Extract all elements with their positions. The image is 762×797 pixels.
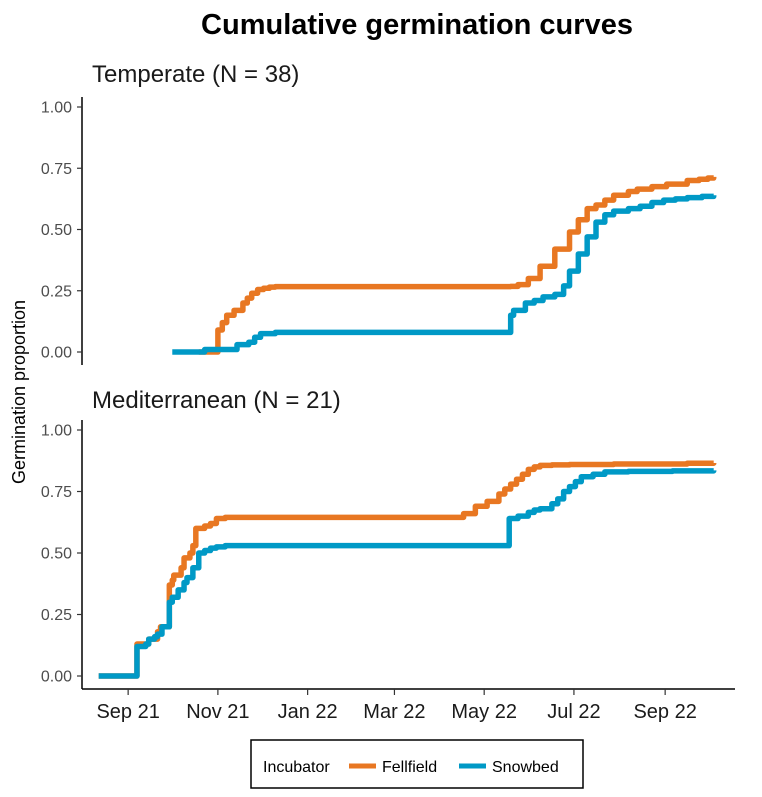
panel-mediterranean: Mediterranean (N = 21) 0.00 0.25 0.50 0.75 1…	[41, 387, 735, 690]
temperate-y-tick-label: 0.25	[41, 283, 72, 300]
panel-title-mediterranean: Mediterranean (N = 21)	[92, 387, 341, 414]
x-tick-label: Nov 21	[186, 701, 249, 723]
chart-title: Cumulative germination curves	[201, 9, 633, 41]
temperate-series	[172, 175, 717, 355]
panel-temperate: Temperate (N = 38) 0.00 0.25 0.50 0.75 1.00	[41, 61, 717, 365]
legend-box	[250, 739, 584, 789]
temperate-y-tick-label: 0.00	[41, 345, 72, 362]
mediterranean-y-tick-label: 0.75	[41, 484, 72, 501]
mediterranean-series	[98, 460, 717, 679]
temperate-y-tick-label: 0.75	[41, 161, 72, 178]
legend-label-snowbed: Snowbed	[492, 759, 559, 776]
x-tick-label: May 22	[451, 701, 517, 723]
x-tick-label: Sep 22	[633, 701, 696, 723]
x-tick-label: Jan 22	[278, 701, 338, 723]
temperate-y-tick-label: 0.50	[41, 222, 72, 239]
legend-label-fellfield: Fellfield	[382, 759, 437, 776]
x-tick-label: Sep 21	[96, 701, 159, 723]
temperate-series-snowbed	[172, 193, 717, 355]
panel-title-temperate: Temperate (N = 38)	[92, 61, 299, 88]
mediterranean-y-tick-label: 1.00	[41, 423, 72, 440]
legend: Incubator Fellfield Snowbed	[250, 739, 584, 789]
y-axis-title: Germination proportion	[9, 300, 29, 484]
x-axis: Sep 21 Nov 21 Jan 22 Mar 22 May 22 Jul 22 Sep …	[96, 689, 697, 723]
temperate-series-fellfield	[198, 175, 717, 355]
x-tick-label: Mar 22	[363, 701, 425, 723]
mediterranean-y-tick-label: 0.25	[41, 607, 72, 624]
legend-title: Incubator	[263, 759, 330, 776]
mediterranean-series-snowbed	[98, 468, 717, 679]
mediterranean-y-tick-label: 0.00	[41, 669, 72, 686]
mediterranean-axes: 0.00 0.25 0.50 0.75 1.00	[41, 420, 735, 690]
temperate-axes: 0.00 0.25 0.50 0.75 1.00	[41, 97, 83, 365]
x-tick-label: Jul 22	[547, 701, 600, 723]
mediterranean-y-tick-label: 0.50	[41, 546, 72, 563]
temperate-y-tick-label: 1.00	[41, 100, 72, 117]
